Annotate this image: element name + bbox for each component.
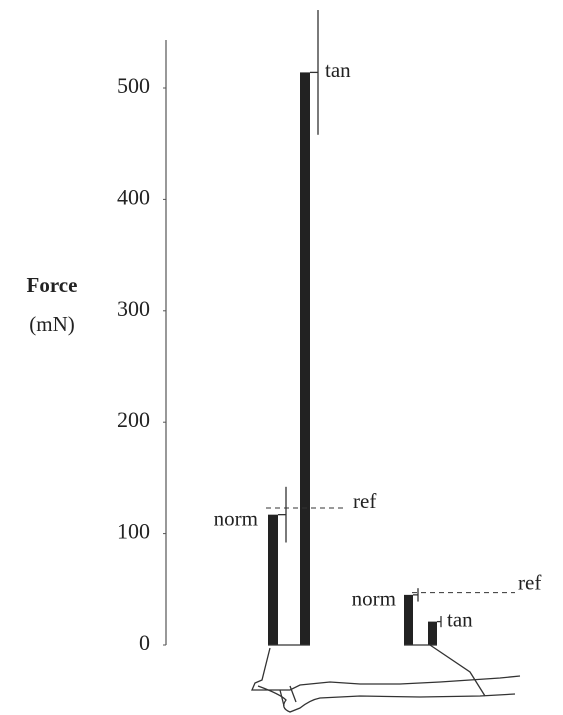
bar-label: norm <box>352 587 396 611</box>
y-axis-label: Force <box>27 273 78 297</box>
ref-label: ref <box>518 570 541 594</box>
bar <box>300 72 310 645</box>
hand-illustration <box>252 645 520 712</box>
y-tick-label: 0 <box>139 630 150 655</box>
bar <box>268 515 278 645</box>
bar <box>404 595 413 645</box>
y-tick-label: 300 <box>117 296 150 321</box>
bar <box>428 622 437 645</box>
y-tick-label: 200 <box>117 407 150 432</box>
bar-label: norm <box>214 506 258 530</box>
chart: Force (mN) 0 100 200 300 400 500 norm tan ref nor… <box>0 0 563 715</box>
bar-label: tan <box>325 58 351 82</box>
y-tick-label: 500 <box>117 73 150 98</box>
ref-label: ref <box>353 489 376 513</box>
y-tick-label: 100 <box>117 519 150 544</box>
bar-label: tan <box>447 607 473 631</box>
y-axis-unit: (mN) <box>29 312 75 336</box>
y-tick-label: 400 <box>117 184 150 209</box>
